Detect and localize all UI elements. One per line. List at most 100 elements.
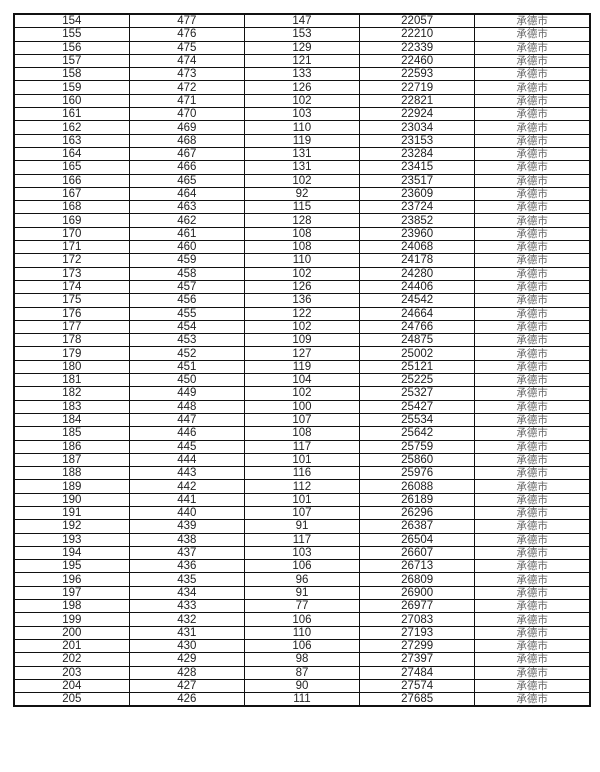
table-row: 191 440 107 26296 承德市: [13, 505, 591, 521]
score-cell: 441: [128, 492, 245, 507]
cumulative-cell: 22924: [359, 107, 476, 122]
table-row: 205 426 111 27685 承德市: [13, 692, 591, 707]
cumulative-cell: 25976: [359, 466, 476, 481]
table-row: 165 466 131 23415 承德市: [13, 160, 591, 175]
rank-cell: 161: [13, 107, 130, 122]
rank-cell: 195: [13, 559, 130, 574]
table-row: 183 448 100 25427 承德市: [13, 399, 591, 414]
count-cell: 117: [243, 532, 361, 547]
table-row: 180 451 119 25121 承德市: [13, 359, 591, 375]
count-cell: 147: [243, 13, 361, 29]
table-row: 179 452 127 25002 承德市: [13, 346, 591, 361]
table-row: 201 430 106 27299 承德市: [13, 638, 591, 654]
rank-cell: 173: [13, 266, 130, 281]
table-row: 154 477 147 22057 承德市: [13, 13, 591, 29]
cumulative-cell: 23415: [359, 160, 476, 175]
table-row: 193 438 117 26504 承德市: [13, 532, 591, 547]
table-row: 181 450 104 25225 承德市: [13, 373, 591, 388]
cumulative-cell: 26900: [359, 585, 476, 601]
cumulative-cell: 23724: [359, 200, 476, 215]
rank-cell: 191: [13, 505, 130, 521]
count-cell: 104: [243, 373, 361, 388]
count-cell: 133: [243, 67, 361, 82]
table-row: 168 463 115 23724 承德市: [13, 200, 591, 215]
rank-cell: 170: [13, 226, 130, 242]
city-cell: 承德市: [474, 572, 591, 587]
table-row: 192 439 91 26387 承德市: [13, 519, 591, 534]
score-cell: 433: [128, 599, 245, 614]
score-cell: 428: [128, 665, 245, 680]
rank-cell: 200: [13, 625, 130, 640]
table-row: 194 437 103 26607 承德市: [13, 545, 591, 561]
count-cell: 106: [243, 638, 361, 654]
city-cell: 承德市: [474, 40, 591, 55]
count-cell: 110: [243, 120, 361, 135]
cumulative-cell: 26607: [359, 545, 476, 561]
table-row: 164 467 131 23284 承德市: [13, 146, 591, 162]
table-row: 167 464 92 23609 承德市: [13, 186, 591, 202]
city-cell: 承德市: [474, 505, 591, 521]
score-cell: 475: [128, 40, 245, 55]
cumulative-cell: 25225: [359, 373, 476, 388]
score-cell: 443: [128, 466, 245, 481]
score-cell: 438: [128, 532, 245, 547]
table-row: 174 457 126 24406 承德市: [13, 279, 591, 295]
table-row: 160 471 102 22821 承德市: [13, 93, 591, 109]
count-cell: 136: [243, 293, 361, 308]
city-cell: 承德市: [474, 173, 591, 188]
score-cell: 462: [128, 213, 245, 228]
count-cell: 110: [243, 253, 361, 268]
score-cell: 449: [128, 386, 245, 401]
city-cell: 承德市: [474, 67, 591, 82]
score-cell: 436: [128, 559, 245, 574]
rank-cell: 199: [13, 612, 130, 627]
count-cell: 102: [243, 319, 361, 335]
score-cell: 426: [128, 692, 245, 707]
count-cell: 91: [243, 585, 361, 601]
count-cell: 92: [243, 186, 361, 202]
city-cell: 承德市: [474, 240, 591, 255]
count-cell: 109: [243, 333, 361, 348]
count-cell: 126: [243, 80, 361, 95]
cumulative-cell: 26189: [359, 492, 476, 507]
rank-cell: 162: [13, 120, 130, 135]
score-cell: 469: [128, 120, 245, 135]
cumulative-cell: 23609: [359, 186, 476, 202]
cumulative-cell: 24178: [359, 253, 476, 268]
table-row: 170 461 108 23960 承德市: [13, 226, 591, 242]
count-cell: 96: [243, 572, 361, 587]
count-cell: 100: [243, 399, 361, 414]
rank-cell: 204: [13, 678, 130, 694]
table-row: 159 472 126 22719 承德市: [13, 80, 591, 95]
city-cell: 承德市: [474, 160, 591, 175]
cumulative-cell: 25759: [359, 439, 476, 454]
rank-cell: 185: [13, 426, 130, 441]
count-cell: 116: [243, 466, 361, 481]
cumulative-cell: 23284: [359, 146, 476, 162]
cumulative-cell: 26977: [359, 599, 476, 614]
table-row: 182 449 102 25327 承德市: [13, 386, 591, 401]
score-cell: 471: [128, 93, 245, 109]
rank-cell: 165: [13, 160, 130, 175]
table-row: 203 428 87 27484 承德市: [13, 665, 591, 680]
city-cell: 承德市: [474, 93, 591, 109]
table-row: 187 444 101 25860 承德市: [13, 452, 591, 468]
score-cell: 442: [128, 479, 245, 494]
score-cell: 453: [128, 333, 245, 348]
score-cell: 429: [128, 652, 245, 667]
count-cell: 122: [243, 306, 361, 321]
table-row: 189 442 112 26088 承德市: [13, 479, 591, 494]
table-row: 177 454 102 24766 承德市: [13, 319, 591, 335]
table-row: 158 473 133 22593 承德市: [13, 67, 591, 82]
cumulative-cell: 27397: [359, 652, 476, 667]
score-cell: 435: [128, 572, 245, 587]
rank-cell: 156: [13, 40, 130, 55]
score-cell: 465: [128, 173, 245, 188]
rank-cell: 197: [13, 585, 130, 601]
city-cell: 承德市: [474, 333, 591, 348]
score-cell: 450: [128, 373, 245, 388]
count-cell: 77: [243, 599, 361, 614]
count-cell: 101: [243, 452, 361, 468]
city-cell: 承德市: [474, 439, 591, 454]
table-row: 196 435 96 26809 承德市: [13, 572, 591, 587]
